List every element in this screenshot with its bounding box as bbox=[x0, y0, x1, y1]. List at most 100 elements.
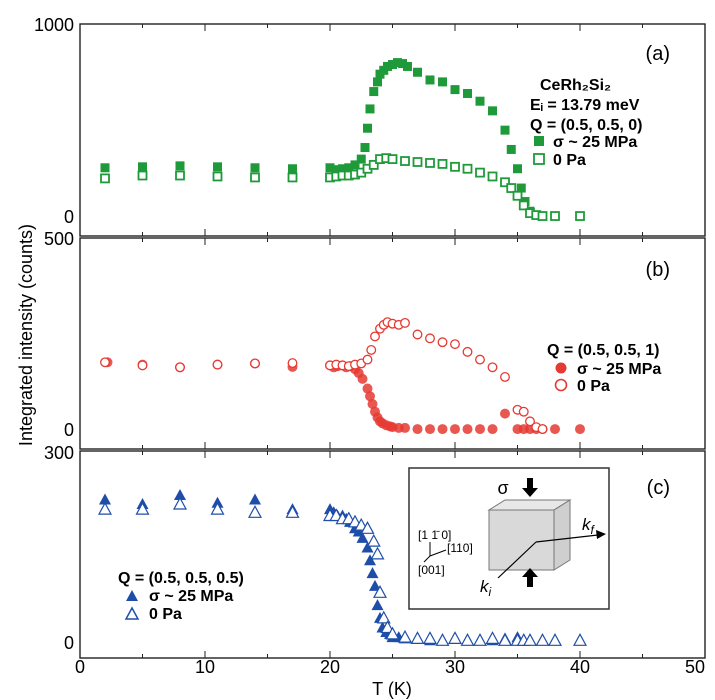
data-point bbox=[172, 496, 188, 510]
data-point bbox=[475, 354, 485, 365]
panel-frames bbox=[79, 23, 706, 659]
crystal-front-face bbox=[488, 509, 555, 571]
data-point bbox=[212, 359, 223, 370]
axis-1-label: [1 1̄ 0] bbox=[418, 528, 451, 542]
data-point bbox=[175, 362, 185, 373]
series-open bbox=[100, 153, 585, 221]
data-point bbox=[99, 493, 111, 505]
legend-c-filled-marker bbox=[126, 590, 138, 601]
data-point bbox=[487, 362, 498, 373]
data-point bbox=[437, 337, 448, 348]
data-point bbox=[249, 493, 261, 505]
data-point bbox=[412, 157, 423, 167]
data-point bbox=[512, 190, 523, 201]
data-point bbox=[362, 383, 373, 394]
legend-a-series-1: σ ~ 25 MPa bbox=[553, 134, 637, 151]
data-point bbox=[357, 373, 368, 384]
data-point bbox=[403, 61, 412, 71]
kf-beam-line bbox=[535, 534, 599, 543]
axis-2-label: [110] bbox=[447, 541, 473, 555]
data-point bbox=[462, 163, 473, 174]
data-point bbox=[356, 154, 366, 164]
panel-c-label: (c) bbox=[647, 477, 670, 499]
x-axis-label: T (K) bbox=[372, 679, 412, 699]
data-point bbox=[383, 61, 392, 71]
data-point bbox=[137, 360, 148, 371]
data-point bbox=[376, 610, 391, 624]
data-point bbox=[462, 424, 473, 435]
data-point bbox=[425, 75, 435, 85]
data-point bbox=[212, 171, 223, 182]
data-point bbox=[367, 398, 378, 409]
data-point bbox=[369, 579, 381, 591]
data-point bbox=[516, 183, 526, 193]
x-tick-30: 30 bbox=[445, 657, 465, 677]
ki-label: ki bbox=[480, 577, 492, 599]
data-point bbox=[460, 633, 475, 646]
data-point bbox=[363, 123, 372, 133]
data-point bbox=[422, 631, 438, 644]
series-open bbox=[100, 317, 548, 435]
data-point bbox=[387, 154, 398, 165]
data-point bbox=[213, 162, 222, 172]
data-point bbox=[369, 87, 379, 97]
data-point bbox=[247, 505, 263, 518]
data-point bbox=[250, 172, 260, 183]
data-point bbox=[450, 339, 460, 350]
data-point bbox=[287, 358, 298, 369]
data-point bbox=[550, 211, 560, 221]
series-filled bbox=[100, 58, 585, 221]
panel-c-ytick-top: 300 bbox=[44, 443, 74, 463]
data-point bbox=[518, 200, 529, 211]
data-point bbox=[575, 211, 585, 221]
axis-diagonal-line bbox=[423, 555, 431, 563]
data-point bbox=[413, 67, 422, 77]
legend-c-series-1: σ ~ 25 MPa bbox=[149, 588, 233, 605]
data-point bbox=[487, 171, 498, 182]
legend-c-open-marker bbox=[124, 606, 140, 620]
data-point bbox=[368, 159, 379, 170]
data-point bbox=[500, 408, 510, 419]
panel-a-legend: CeRh₂Si₂ Eᵢ = 13.79 meV Q = (0.5, 0.5, 0… bbox=[530, 77, 643, 169]
data-point bbox=[412, 329, 423, 340]
data-point bbox=[506, 183, 517, 193]
data-point bbox=[500, 372, 510, 382]
data-point bbox=[437, 159, 448, 169]
data-point bbox=[370, 546, 385, 560]
data-point bbox=[288, 164, 297, 174]
data-point bbox=[547, 633, 563, 646]
data-point bbox=[537, 424, 548, 435]
data-point bbox=[462, 346, 473, 357]
data-point bbox=[450, 85, 460, 95]
data-point bbox=[366, 344, 377, 355]
data-point bbox=[370, 331, 380, 342]
crystal-side-face bbox=[553, 499, 571, 571]
data-point bbox=[338, 164, 347, 174]
legend-a-open-marker bbox=[533, 153, 545, 165]
series-open bbox=[97, 496, 588, 646]
data-point bbox=[388, 60, 397, 70]
y-axis-label: Integrated intensity (counts) bbox=[16, 224, 36, 446]
data-point bbox=[400, 156, 410, 166]
data-point bbox=[385, 626, 400, 640]
data-point bbox=[487, 424, 498, 435]
legend-b-open-marker bbox=[554, 378, 568, 392]
data-point bbox=[360, 143, 370, 153]
data-point bbox=[397, 629, 413, 643]
data-point bbox=[525, 416, 535, 427]
data-point bbox=[366, 533, 381, 547]
legend-a-filled-marker bbox=[534, 136, 544, 146]
axis-3-label: [001] bbox=[418, 563, 445, 577]
panel-a-ytick-zero: 0 bbox=[64, 207, 74, 227]
data-point bbox=[450, 161, 460, 172]
data-point bbox=[500, 177, 510, 188]
data-point bbox=[373, 77, 382, 87]
data-point bbox=[398, 59, 407, 69]
data-point bbox=[463, 88, 472, 98]
stress-arrow-bottom-icon bbox=[522, 568, 538, 587]
data-point bbox=[210, 501, 225, 515]
data-point bbox=[175, 170, 185, 181]
data-point bbox=[350, 160, 360, 170]
data-point bbox=[425, 158, 435, 168]
